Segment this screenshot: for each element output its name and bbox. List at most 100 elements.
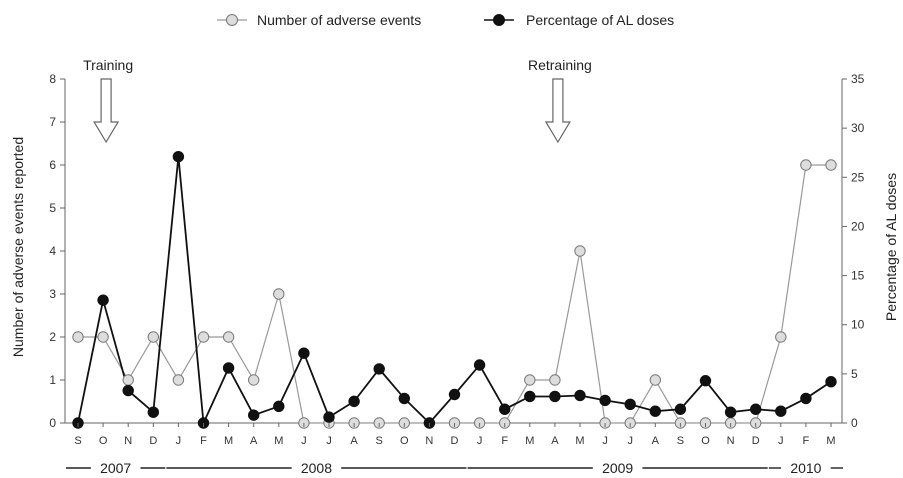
point-al-doses bbox=[649, 405, 661, 417]
x-tick-label: S bbox=[376, 435, 383, 447]
point-adverse-events bbox=[549, 374, 561, 386]
x-tick-label: M bbox=[575, 435, 584, 447]
point-adverse-events bbox=[775, 331, 787, 343]
x-tick-label: M bbox=[826, 435, 835, 447]
point-al-doses bbox=[147, 406, 160, 418]
x-tick-label: F bbox=[803, 435, 810, 447]
x-tick-label: J bbox=[176, 435, 182, 447]
x-tick-label: A bbox=[551, 435, 559, 447]
point-al-doses bbox=[825, 376, 837, 388]
point-al-doses bbox=[624, 398, 636, 411]
legend-item-al-doses: Percentage of AL doses bbox=[484, 12, 674, 28]
point-al-doses bbox=[273, 400, 285, 412]
x-tick-label: A bbox=[250, 435, 258, 447]
legend-marker-adverse-events bbox=[226, 14, 238, 26]
y-right-tick-label: 35 bbox=[851, 72, 865, 86]
y-right-tick-label: 5 bbox=[851, 367, 858, 381]
point-al-doses bbox=[775, 405, 787, 417]
y-axis-right-title: Percentage of AL doses bbox=[883, 173, 899, 321]
point-adverse-events bbox=[197, 331, 210, 343]
x-tick-label: J bbox=[602, 435, 608, 447]
point-adverse-events bbox=[524, 374, 536, 386]
point-adverse-events bbox=[147, 331, 160, 343]
legend-item-adverse-events: Number of adverse events bbox=[217, 12, 421, 28]
point-al-doses bbox=[524, 390, 536, 403]
point-adverse-events bbox=[273, 288, 285, 300]
y-right-tick-label: 15 bbox=[851, 269, 865, 283]
point-al-doses bbox=[473, 359, 486, 371]
x-tick-label: N bbox=[727, 435, 735, 447]
point-adverse-events bbox=[72, 331, 84, 343]
point-al-doses bbox=[574, 389, 586, 402]
y-left-tick-label: 5 bbox=[49, 201, 56, 215]
point-al-doses bbox=[750, 403, 762, 415]
y-left-tick-label: 6 bbox=[49, 158, 56, 172]
point-adverse-events bbox=[97, 331, 109, 343]
annotation-arrow bbox=[544, 78, 571, 144]
point-al-doses bbox=[699, 375, 712, 387]
y-left-tick-label: 7 bbox=[49, 115, 56, 129]
year-label: 2008 bbox=[301, 460, 332, 476]
annotation-label: Training bbox=[83, 57, 133, 73]
x-tick-label: F bbox=[200, 435, 207, 447]
x-tick-label: D bbox=[451, 435, 459, 447]
y-left-tick-label: 8 bbox=[49, 72, 56, 86]
point-al-doses bbox=[599, 394, 611, 407]
point-al-doses bbox=[448, 388, 461, 401]
point-adverse-events bbox=[574, 245, 586, 257]
annotation-label: Retraining bbox=[528, 57, 592, 73]
x-tick-label: F bbox=[501, 435, 508, 447]
legend-label-adverse-events: Number of adverse events bbox=[257, 12, 421, 28]
x-tick-label: N bbox=[124, 435, 132, 447]
legend: Number of adverse events Percentage of A… bbox=[217, 12, 674, 28]
point-adverse-events bbox=[825, 159, 837, 171]
year-label: 2010 bbox=[790, 460, 821, 476]
point-al-doses bbox=[323, 411, 335, 423]
y-left-tick-label: 3 bbox=[49, 287, 56, 301]
x-tick-label: M bbox=[274, 435, 283, 447]
x-tick-label: A bbox=[350, 435, 358, 447]
x-tick-label: A bbox=[652, 435, 660, 447]
point-al-doses bbox=[674, 403, 687, 415]
point-al-doses bbox=[800, 392, 812, 405]
y-right-tick-label: 25 bbox=[851, 170, 865, 184]
y-right-tick-label: 20 bbox=[851, 219, 865, 233]
x-tick-label: O bbox=[701, 435, 710, 447]
point-al-doses bbox=[172, 150, 185, 163]
x-tick-label: J bbox=[326, 435, 332, 447]
y-axis-left-title: Number of adverse events reported bbox=[10, 137, 26, 357]
x-tick-label: J bbox=[778, 435, 784, 447]
x-tick-label: N bbox=[425, 435, 433, 447]
x-tick-label: O bbox=[400, 435, 409, 447]
year-label: 2007 bbox=[100, 460, 131, 476]
x-axis: S O N D J F M A M J J A S O N D J F M A M J J A S O N D J F M 2007 2008 2… bbox=[66, 423, 843, 476]
legend-label-al-doses: Percentage of AL doses bbox=[526, 12, 674, 28]
point-al-doses bbox=[97, 294, 109, 306]
point-al-doses bbox=[298, 347, 310, 359]
y-right-tick-label: 30 bbox=[851, 121, 865, 135]
x-tick-label: J bbox=[301, 435, 307, 447]
point-al-doses bbox=[248, 409, 260, 421]
point-al-doses bbox=[549, 390, 561, 403]
point-al-doses bbox=[122, 384, 134, 397]
y-left-tick-label: 1 bbox=[49, 373, 56, 387]
x-tick-label: S bbox=[74, 435, 81, 447]
axes: 0 1 2 3 4 5 6 7 8 0 5 10 15 20 25 30 35 bbox=[49, 72, 864, 430]
y-right-tick-label: 10 bbox=[851, 318, 865, 332]
year-label: 2009 bbox=[602, 460, 633, 476]
point-adverse-events bbox=[800, 159, 812, 171]
legend-marker-al-doses bbox=[493, 14, 505, 26]
y-left-tick-label: 0 bbox=[49, 416, 56, 430]
x-tick-label: M bbox=[525, 435, 534, 447]
point-adverse-events bbox=[649, 374, 661, 386]
y-left-tick-label: 4 bbox=[49, 244, 56, 258]
annotation-arrow bbox=[93, 78, 120, 144]
point-al-doses bbox=[499, 403, 511, 415]
point-al-doses bbox=[373, 363, 385, 375]
point-al-doses bbox=[348, 395, 360, 408]
point-al-doses bbox=[724, 406, 737, 418]
point-al-doses bbox=[222, 362, 235, 374]
point-al-doses bbox=[398, 392, 410, 405]
y-left-tick-label: 2 bbox=[49, 330, 56, 344]
